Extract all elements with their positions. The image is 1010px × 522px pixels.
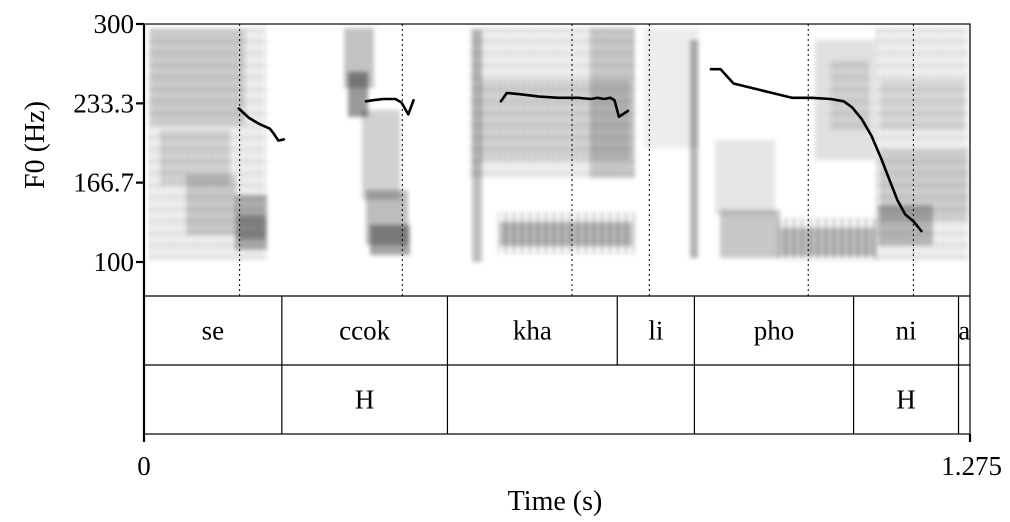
tier-interval-label: kha <box>513 316 552 346</box>
tier-interval-label: H <box>896 385 916 415</box>
tier-interval-label: li <box>648 316 663 346</box>
annotation-tiers: se ccok kha li pho ni a H H <box>202 296 970 434</box>
x-tick-label: 0 <box>137 451 151 481</box>
y-axis-title: F0 (Hz) <box>20 101 51 189</box>
axes: 100 166.7 233.3 300 0 1.275 <box>73 9 1002 481</box>
x-tick-label: 1.275 <box>941 451 1002 481</box>
tier-interval-label: ni <box>896 316 917 346</box>
tier-interval-label: pho <box>754 316 795 346</box>
f0-contour-segment <box>364 97 415 116</box>
f0-contour-segment <box>709 67 923 233</box>
y-tick-label: 166.7 <box>73 168 134 198</box>
plot-area <box>237 24 923 296</box>
tier-interval-label: se <box>202 316 225 346</box>
y-tick-label: 233.3 <box>73 88 134 118</box>
f0-contour-segment <box>237 107 286 142</box>
y-tick-label: 100 <box>94 247 135 277</box>
y-tick-label: 300 <box>94 9 135 39</box>
spectrogram-background <box>148 28 968 262</box>
tier-interval-label: ccok <box>339 316 390 346</box>
tier-interval-label: H <box>355 385 375 415</box>
f0-contour-segment <box>499 91 630 119</box>
tier-interval-label: a <box>958 316 970 346</box>
x-axis-title: Time (s) <box>508 486 603 517</box>
